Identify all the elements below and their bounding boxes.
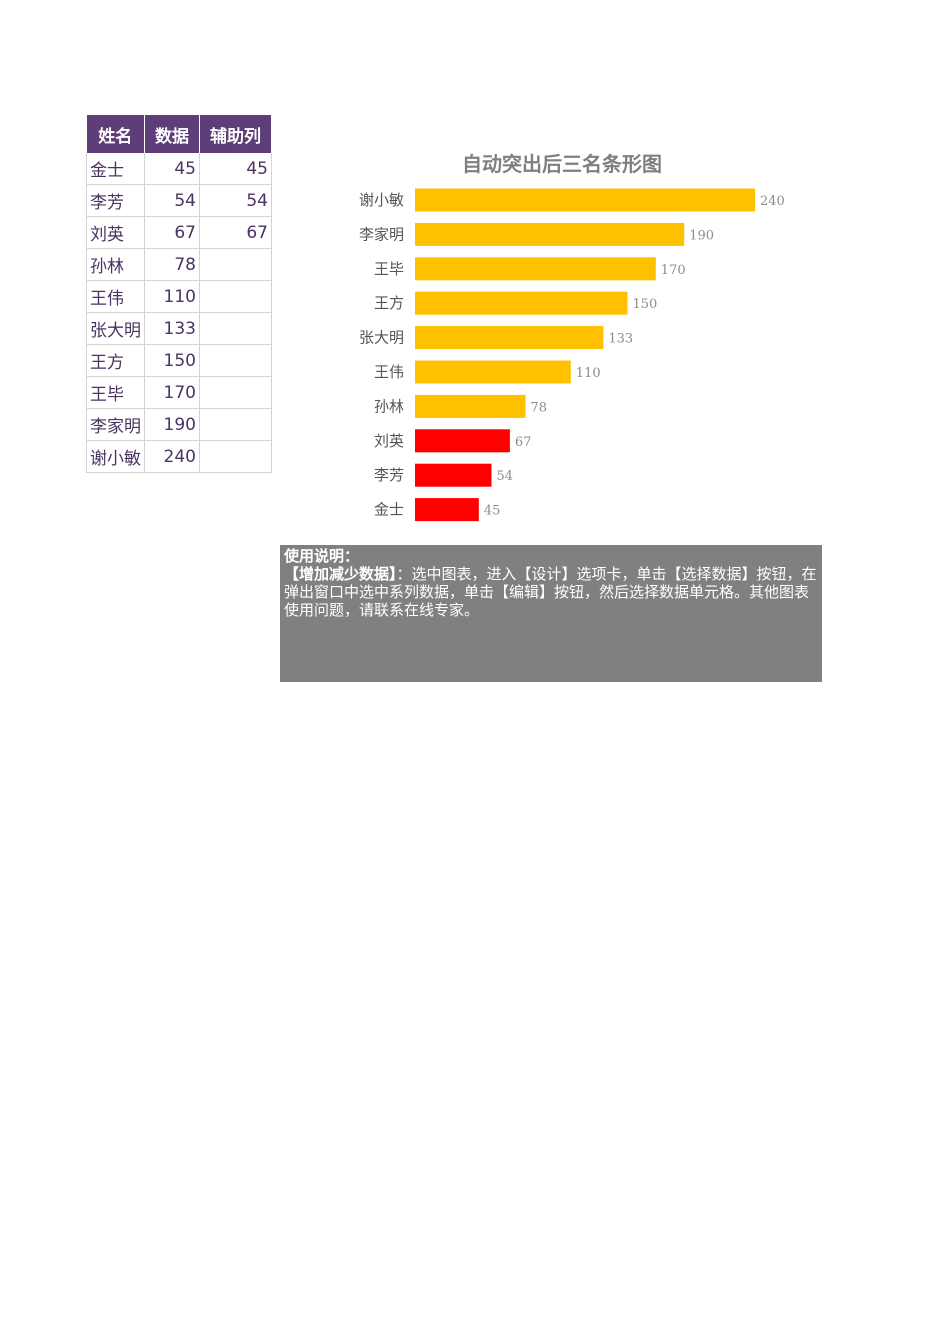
- header-name[interactable]: 姓名: [86, 115, 145, 153]
- cell-name[interactable]: 刘英: [86, 216, 145, 249]
- cell-name[interactable]: 金士: [86, 153, 145, 185]
- cell-name[interactable]: 谢小敏: [86, 440, 145, 473]
- table-row: 王方 150: [86, 344, 272, 377]
- cell-aux[interactable]: [199, 440, 272, 473]
- usage-bold-lead: 【增加减少数据】: [284, 565, 397, 583]
- cell-name[interactable]: 张大明: [86, 312, 145, 345]
- data-label: 133: [608, 332, 633, 347]
- bar[interactable]: [415, 188, 755, 212]
- header-value[interactable]: 数据: [144, 115, 200, 153]
- data-label: 45: [484, 504, 501, 519]
- bar[interactable]: [415, 222, 685, 246]
- bars-group: 谢小敏 240 李家明 190 王毕 170 王方 150 张大明 133 王伟 110 孙林 78 刘英 6…: [359, 188, 785, 522]
- table-row: 王伟 110: [86, 280, 272, 313]
- category-label: 孙林: [374, 397, 404, 415]
- data-label: 67: [515, 435, 532, 450]
- cell-aux[interactable]: [199, 312, 272, 345]
- cell-value[interactable]: 240: [144, 440, 200, 473]
- table-row: 金士 45 45: [86, 153, 272, 185]
- category-label: 张大明: [359, 329, 404, 347]
- category-label: 李家明: [359, 225, 404, 243]
- table-row: 谢小敏 240: [86, 440, 272, 473]
- bar-chart: 自动突出后三名条形图 谢小敏 240 李家明 190 王毕 170 王方 150 张大明 133 王…: [359, 152, 785, 522]
- cell-name[interactable]: 王伟: [86, 280, 145, 313]
- cell-aux[interactable]: 67: [199, 216, 272, 249]
- bar[interactable]: [415, 498, 479, 522]
- cell-name[interactable]: 王毕: [86, 376, 145, 409]
- cell-name[interactable]: 李家明: [86, 408, 145, 441]
- data-label: 150: [633, 297, 658, 312]
- bar[interactable]: [415, 360, 571, 384]
- cell-aux[interactable]: [199, 408, 272, 441]
- category-label: 王伟: [374, 363, 404, 381]
- usage-note: 使用说明： 【增加减少数据】：选中图表，进入【设计】选项卡，单击【选择数据】按钮…: [280, 545, 822, 682]
- table-row: 王毕 170: [86, 376, 272, 409]
- table-row: 李家明 190: [86, 408, 272, 441]
- table-header-row: 姓名 数据 辅助列: [86, 115, 272, 153]
- table-row: 刘英 67 67: [86, 216, 272, 249]
- cell-value[interactable]: 110: [144, 280, 200, 313]
- bar[interactable]: [415, 463, 492, 487]
- bar[interactable]: [415, 429, 510, 453]
- usage-text: ：选中图表，进入【设计】选项卡，单击【选择数据】按钮，在弹出窗口中选中系列数据，…: [284, 565, 817, 619]
- bar[interactable]: [415, 257, 656, 281]
- data-label: 170: [661, 263, 686, 278]
- cell-aux[interactable]: 54: [199, 184, 272, 217]
- chart-title: 自动突出后三名条形图: [462, 152, 662, 176]
- cell-aux[interactable]: [199, 280, 272, 313]
- cell-value[interactable]: 67: [144, 216, 200, 249]
- table-row: 李芳 54 54: [86, 184, 272, 217]
- cell-aux[interactable]: [199, 248, 272, 281]
- data-table: 姓名 数据 辅助列 金士 45 45 李芳 54 54 刘英 67 67 孙林 78 王伟 110 张大明…: [86, 115, 272, 473]
- data-label: 110: [576, 366, 601, 381]
- category-label: 谢小敏: [359, 191, 404, 209]
- usage-title: 使用说明：: [284, 547, 360, 565]
- category-label: 金士: [374, 501, 404, 519]
- cell-value[interactable]: 78: [144, 248, 200, 281]
- cell-aux[interactable]: 45: [199, 153, 272, 185]
- category-label: 王毕: [374, 260, 404, 278]
- category-label: 刘英: [374, 432, 404, 450]
- bar[interactable]: [415, 291, 628, 315]
- bar[interactable]: [415, 394, 526, 418]
- cell-value[interactable]: 190: [144, 408, 200, 441]
- header-aux[interactable]: 辅助列: [199, 115, 272, 153]
- cell-name[interactable]: 孙林: [86, 248, 145, 281]
- data-label: 54: [497, 469, 514, 484]
- data-label: 78: [531, 400, 548, 415]
- cell-value[interactable]: 150: [144, 344, 200, 377]
- cell-name[interactable]: 李芳: [86, 184, 145, 217]
- cell-value[interactable]: 45: [144, 153, 200, 185]
- cell-aux[interactable]: [199, 344, 272, 377]
- data-label: 240: [760, 194, 785, 209]
- cell-value[interactable]: 170: [144, 376, 200, 409]
- category-label: 王方: [374, 294, 404, 312]
- cell-value[interactable]: 54: [144, 184, 200, 217]
- category-label: 李芳: [374, 466, 404, 484]
- cell-name[interactable]: 王方: [86, 344, 145, 377]
- bar[interactable]: [415, 326, 604, 350]
- table-row: 张大明 133: [86, 312, 272, 345]
- table-row: 孙林 78: [86, 248, 272, 281]
- cell-aux[interactable]: [199, 376, 272, 409]
- usage-body: 【增加减少数据】：选中图表，进入【设计】选项卡，单击【选择数据】按钮，在弹出窗口…: [284, 565, 818, 619]
- cell-value[interactable]: 133: [144, 312, 200, 345]
- table-body: 金士 45 45 李芳 54 54 刘英 67 67 孙林 78 王伟 110 张大明 133 王方 150 王毕…: [86, 153, 272, 473]
- data-label: 190: [689, 228, 714, 243]
